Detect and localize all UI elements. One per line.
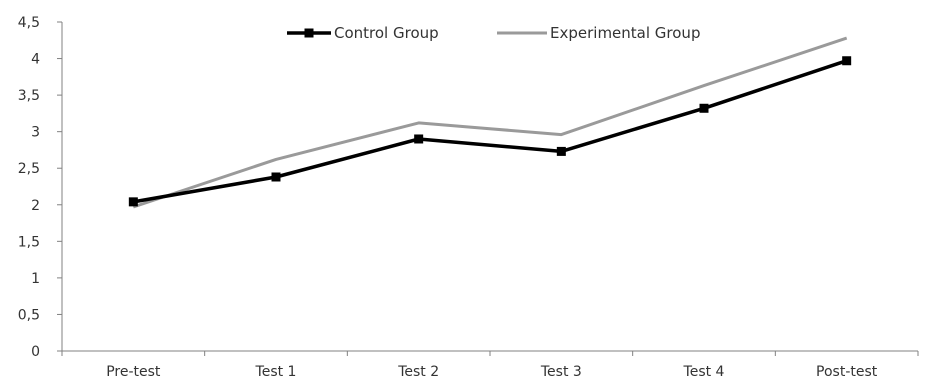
y-tick-label: 0,5 — [18, 307, 40, 323]
legend-label: Experimental Group — [550, 24, 700, 42]
y-tick-label: 2,5 — [18, 161, 40, 177]
y-tick-label: 3,5 — [18, 88, 40, 104]
x-tick-label: Test 4 — [683, 364, 725, 380]
legend-label: Control Group — [334, 24, 439, 42]
y-tick-label: 0 — [31, 344, 40, 360]
series-line-experimental-group — [132, 36, 848, 209]
data-point-control-group — [271, 172, 281, 182]
legend: Control Group Experimental Group — [287, 24, 700, 42]
x-tick-label: Test 3 — [540, 364, 582, 380]
x-tick-label: Test 1 — [255, 364, 297, 380]
x-tick-label: Test 2 — [397, 364, 439, 380]
data-point-control-group — [699, 103, 709, 113]
y-tick-label: 4 — [31, 52, 40, 68]
y-tick-label: 1,5 — [18, 234, 40, 250]
data-point-control-group — [556, 146, 566, 156]
y-tick-label: 1 — [31, 271, 40, 287]
series-line-control-group — [132, 59, 848, 204]
y-axis-ticks: 0 0,5 1 1,5 2 2,5 3 3,5 4 4,5 — [18, 15, 62, 360]
y-tick-label: 2 — [31, 198, 40, 214]
data-point-control-group — [128, 197, 138, 207]
y-tick-label: 4,5 — [18, 15, 40, 31]
x-tick-label: Post-test — [816, 364, 878, 380]
x-tick-label: Pre-test — [106, 364, 161, 380]
legend-swatch-marker — [304, 28, 314, 38]
series-lines — [128, 36, 852, 209]
y-tick-label: 3 — [31, 125, 40, 141]
data-point-control-group — [842, 56, 852, 66]
x-axis-ticks: Pre-test Test 1 Test 2 Test 3 Test 4 Post-tes… — [61, 351, 919, 380]
data-point-control-group — [414, 134, 424, 144]
